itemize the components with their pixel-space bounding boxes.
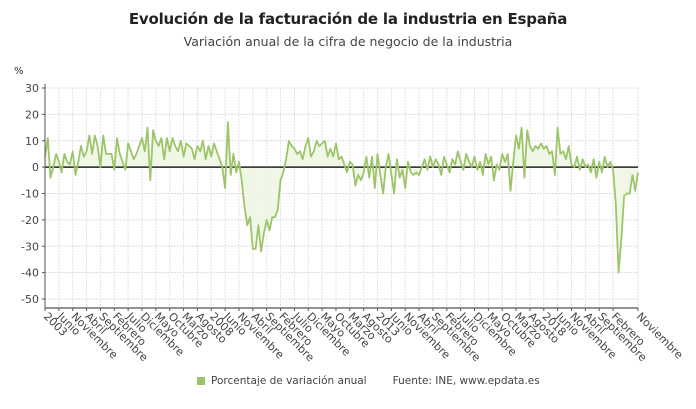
y-axis-unit-label: % xyxy=(14,66,24,77)
source-label: Fuente: INE, www.epdata.es xyxy=(392,375,540,387)
grid-lines xyxy=(44,87,639,308)
y-tick-label: 0 xyxy=(32,161,39,174)
axes xyxy=(44,84,638,309)
y-tick-label: -10 xyxy=(21,188,39,201)
legend: Porcentaje de variación anual Fuente: IN… xyxy=(197,375,540,387)
y-tick-label: -50 xyxy=(21,293,39,306)
y-tick-label: -40 xyxy=(21,267,39,280)
y-axis: 30 20 10 0 -10 -20 -30 -40 -50 xyxy=(21,82,45,306)
y-tick-label: -20 xyxy=(21,214,39,227)
y-tick-label: 20 xyxy=(25,108,39,121)
y-tick-label: 30 xyxy=(25,82,39,95)
chart-subtitle: Variación anual de la cifra de negocio d… xyxy=(183,34,513,49)
x-axis: 2003JunioNoviembreAbrilSeptiembreFebrero… xyxy=(41,308,686,364)
legend-swatch-icon xyxy=(197,377,205,385)
series-area-fill xyxy=(45,122,638,273)
series-line-group xyxy=(44,121,639,274)
series-line xyxy=(44,121,639,274)
legend-series-label: Porcentaje de variación anual xyxy=(211,375,367,387)
y-tick-label: 10 xyxy=(25,135,39,148)
y-tick-label: -30 xyxy=(21,240,39,253)
series-area xyxy=(45,122,638,273)
chart-title: Evolución de la facturación de la indust… xyxy=(128,10,568,28)
